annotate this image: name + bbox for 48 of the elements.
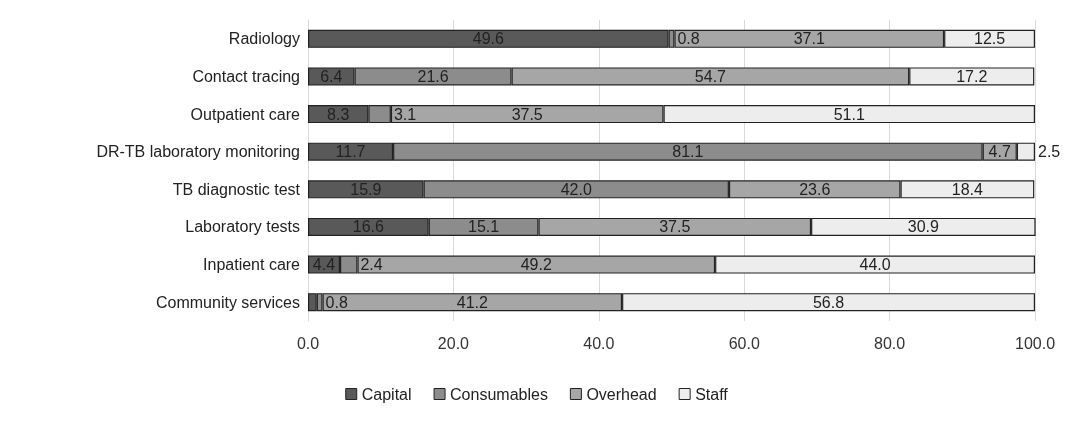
x-tick-label: 40.0 [583,334,615,352]
data-label: 6.4 [320,67,343,85]
data-label: 23.6 [799,180,831,198]
data-label: 0.8 [677,30,700,48]
data-label: 51.1 [833,105,865,123]
data-label: 16.6 [352,218,385,236]
data-label: 12.5 [973,30,1006,48]
data-label: 17.2 [956,67,988,85]
data-label: 8.3 [327,105,350,123]
data-label: 0.8 [325,293,348,311]
data-label: 54.7 [694,67,727,85]
legend-label: Overhead [586,385,657,403]
data-label: 44.0 [859,256,891,274]
data-label: 15.1 [468,218,500,236]
x-tick-label: 20.0 [437,334,470,352]
data-label: 41.2 [456,293,488,311]
y-tick-label: DR-TB laboratory monitoring [96,143,300,161]
data-label: 18.4 [951,180,984,198]
data-label: 42.0 [560,180,592,198]
y-tick-label: Contact tracing [192,67,300,85]
legend-label: Capital [361,385,412,403]
data-label: 30.9 [907,218,940,236]
x-tick-label: 80.0 [874,334,906,352]
data-label: 37.5 [511,105,543,123]
data-label: 49.2 [520,256,552,274]
data-label: 37.5 [659,218,691,236]
legend-label: Consumables [450,385,548,403]
y-tick-label: Radiology [228,30,300,48]
data-label: 21.6 [417,67,449,85]
y-tick-label: Community services [155,293,300,311]
x-tick-label: 60.0 [728,334,760,352]
y-tick-label: Laboratory tests [185,218,300,236]
y-tick-label: TB diagnostic test [172,180,301,198]
data-label: 4.4 [312,256,336,274]
data-label: 2.5 [1038,143,1061,161]
x-tick-label: 0.0 [296,334,320,352]
data-label: 49.6 [472,30,504,48]
y-tick-label: Inpatient care [203,256,301,274]
data-label: 15.9 [350,180,382,198]
data-label: 4.7 [988,143,1011,161]
data-label: 2.4 [360,256,383,274]
x-tick-label: 100.0 [1014,334,1056,352]
y-tick-label: Outpatient care [190,105,301,123]
legend-label: Staff [695,385,729,403]
data-label: 37.1 [793,30,825,48]
data-label: 56.8 [812,293,845,311]
data-label: 3.1 [393,105,417,123]
data-label: 81.1 [672,143,704,161]
